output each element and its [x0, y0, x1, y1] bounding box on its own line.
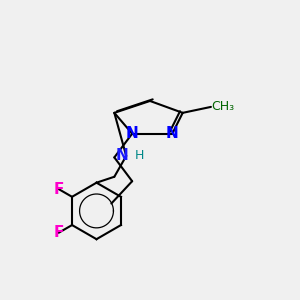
Text: N: N: [116, 148, 128, 164]
Text: N: N: [166, 126, 179, 141]
Text: F: F: [53, 225, 64, 240]
Text: F: F: [53, 182, 64, 196]
Text: H: H: [135, 149, 144, 162]
Text: N: N: [126, 126, 139, 141]
Text: CH₃: CH₃: [211, 100, 234, 113]
